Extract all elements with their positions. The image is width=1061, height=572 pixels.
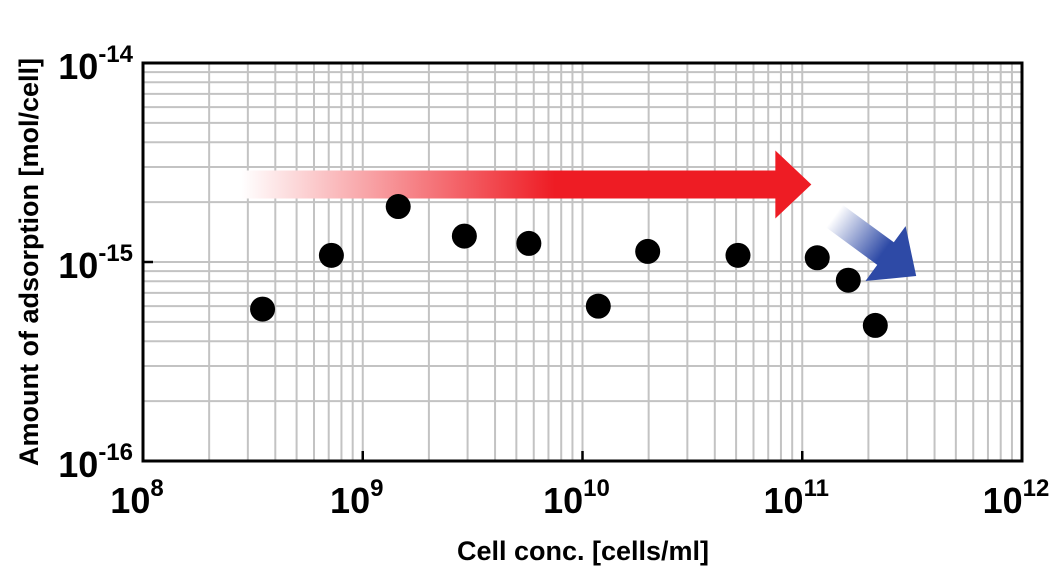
y-tick-label: 10-15 bbox=[58, 240, 133, 286]
plot-frame bbox=[141, 61, 1024, 463]
x-tick-label: 109 bbox=[330, 475, 383, 521]
data-point bbox=[862, 312, 888, 338]
x-tick-label: 108 bbox=[110, 475, 163, 521]
x-tick-label: 1010 bbox=[543, 475, 610, 521]
data-point bbox=[250, 296, 276, 322]
data-point bbox=[318, 242, 344, 268]
data-point bbox=[451, 223, 477, 249]
y-tick-label: 10-14 bbox=[58, 41, 133, 87]
data-point bbox=[835, 267, 861, 293]
data-points bbox=[250, 194, 888, 338]
data-point bbox=[385, 194, 411, 220]
x-tick-label: 1011 bbox=[764, 475, 829, 521]
y-axis-label: Amount of adsorption [mol/cell] bbox=[14, 58, 44, 466]
x-axis-label: Cell conc. [cells/ml] bbox=[457, 536, 709, 566]
data-point bbox=[804, 245, 830, 271]
annotation-arrows bbox=[241, 150, 917, 282]
y-tick-labels: 10-16 10-15 10-14 bbox=[58, 41, 133, 485]
blue-gradient-arrow bbox=[826, 204, 917, 282]
data-point bbox=[635, 238, 661, 264]
red-gradient-arrow bbox=[241, 150, 812, 219]
data-point bbox=[725, 242, 751, 268]
y-tick-label: 10-16 bbox=[58, 439, 133, 485]
x-tick-label: 1012 bbox=[983, 475, 1050, 521]
x-tick-labels: 108 109 1010 1011 1012 bbox=[110, 475, 1049, 521]
data-point bbox=[585, 293, 611, 319]
data-point bbox=[516, 230, 542, 256]
